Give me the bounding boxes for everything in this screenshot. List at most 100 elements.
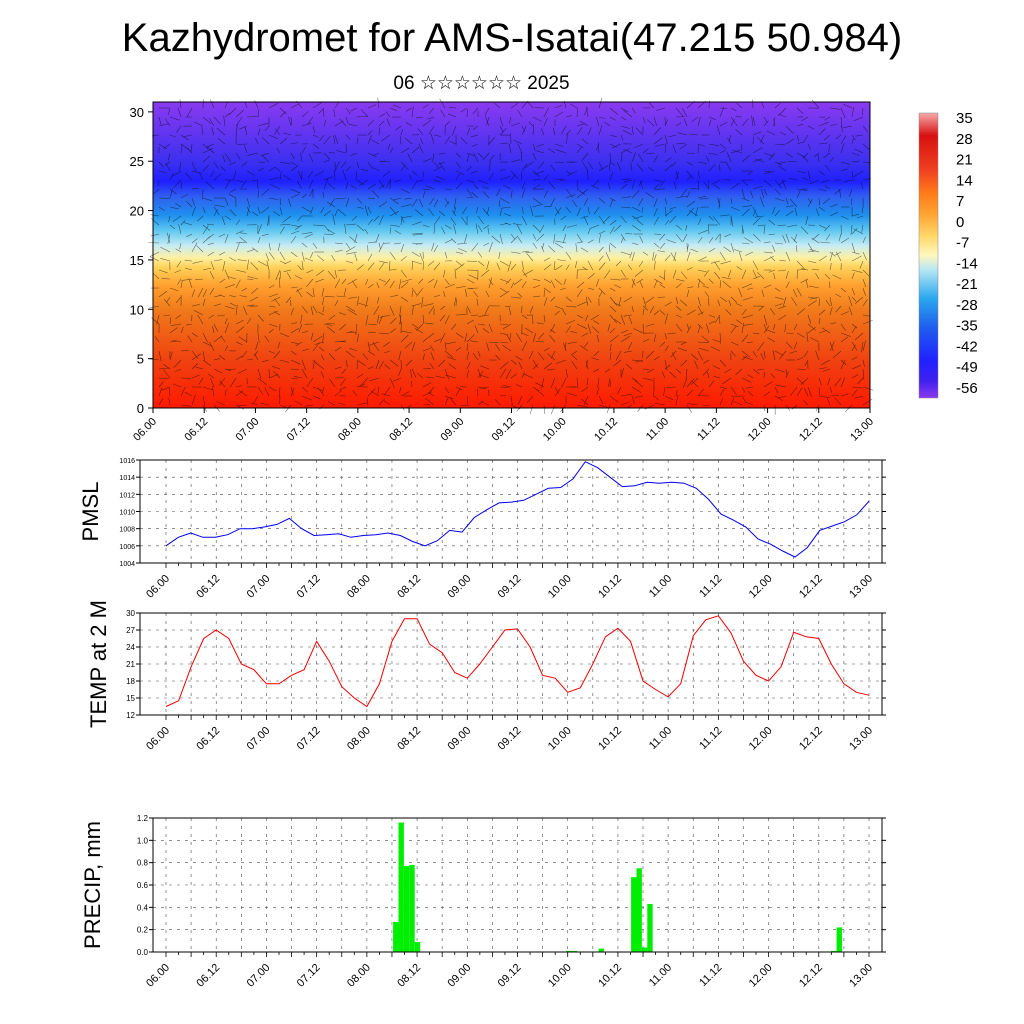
wind-vector <box>254 353 259 361</box>
wind-vector <box>565 264 570 271</box>
wind-vector <box>301 395 312 401</box>
wind-vector <box>840 332 851 337</box>
x-tick-label: 08.00 <box>345 573 373 601</box>
wind-vector <box>623 332 633 337</box>
wind-vector <box>283 132 292 136</box>
wind-vector <box>438 210 446 217</box>
wind-vector <box>367 183 376 190</box>
wind-vector <box>365 278 369 285</box>
wind-vector <box>685 368 688 379</box>
wind-vector <box>279 332 290 338</box>
wind-vector <box>418 143 424 154</box>
wind-vector <box>851 107 854 118</box>
wind-vector <box>180 181 182 190</box>
wind-vector <box>294 275 303 280</box>
wind-vector <box>565 115 572 118</box>
wind-vector <box>808 285 820 289</box>
wind-vector <box>367 241 377 244</box>
wind-vector <box>356 206 364 209</box>
wind-vector <box>455 173 460 181</box>
wind-vector <box>229 295 237 298</box>
wind-vector <box>521 182 525 190</box>
wind-vector <box>399 314 402 325</box>
wind-vector <box>563 342 567 352</box>
wind-vector <box>641 206 644 214</box>
wind-vector <box>172 215 182 223</box>
wind-vector <box>853 228 864 235</box>
x-tick-label: 10.00 <box>546 573 574 601</box>
wind-vector <box>609 314 617 324</box>
wind-vector <box>310 306 314 316</box>
wind-vector <box>507 260 512 272</box>
wind-vector <box>567 170 578 177</box>
wind-vector <box>229 209 237 217</box>
wind-vector <box>488 278 494 286</box>
wind-vector <box>516 384 523 388</box>
data-line <box>165 615 870 708</box>
wind-vector <box>361 377 369 386</box>
wind-vector <box>510 122 521 127</box>
wind-vector <box>213 303 222 307</box>
wind-vector <box>252 211 259 217</box>
precip-bar <box>631 877 637 952</box>
wind-vector <box>301 146 307 154</box>
wind-vector <box>860 182 864 190</box>
wind-vector <box>843 179 853 182</box>
wind-vector <box>543 174 549 181</box>
wind-vector <box>176 125 182 133</box>
wind-vector <box>422 260 424 271</box>
wind-vector <box>550 323 556 333</box>
wind-vector <box>416 179 424 182</box>
wind-vector <box>202 386 213 391</box>
wind-vector <box>653 216 660 226</box>
wind-vector <box>760 134 765 144</box>
wind-vector <box>532 359 539 369</box>
wind-vector <box>425 398 435 406</box>
wind-vector <box>576 179 579 189</box>
wind-vector <box>620 196 632 199</box>
wind-vector <box>778 269 787 272</box>
wind-vector <box>752 350 757 358</box>
wind-vector <box>158 170 168 174</box>
wind-vector <box>642 305 649 311</box>
wind-vector <box>796 123 804 127</box>
wind-vector <box>818 330 827 334</box>
wind-vector <box>840 168 848 172</box>
wind-vector <box>672 144 677 154</box>
wind-vector <box>703 359 710 364</box>
wind-vector <box>628 341 633 350</box>
wind-vector <box>820 179 831 184</box>
wind-vector <box>794 323 798 330</box>
wind-vector <box>202 155 210 163</box>
wind-vector <box>598 142 600 154</box>
wind-vector <box>443 269 446 278</box>
x-tick-label: 06.12 <box>194 725 222 753</box>
wind-vector <box>862 359 865 367</box>
wind-vector <box>832 274 842 280</box>
wind-vector <box>290 193 300 199</box>
wind-vector <box>399 305 402 317</box>
wind-vector <box>323 233 334 235</box>
wind-vector <box>358 302 369 307</box>
wind-vector <box>268 134 278 140</box>
wind-vector <box>607 182 611 190</box>
heatmap-field <box>153 102 870 408</box>
wind-vector <box>268 284 275 289</box>
wind-vector <box>585 314 589 322</box>
wind-vector <box>763 116 768 123</box>
wind-vector <box>653 395 660 401</box>
wind-vector <box>810 296 820 300</box>
x-tick-label: 06.00 <box>144 725 172 753</box>
wind-vector <box>851 344 856 352</box>
wind-vector <box>440 109 446 118</box>
wind-vector <box>323 159 331 163</box>
wind-vector <box>586 106 589 118</box>
wind-vector <box>818 386 821 395</box>
wind-vector <box>532 242 538 249</box>
wind-vector <box>532 363 539 370</box>
wind-vector <box>694 360 699 370</box>
wind-vector <box>686 161 693 166</box>
wind-vector <box>158 398 164 406</box>
wind-vector <box>745 401 754 406</box>
wind-vector <box>173 359 182 369</box>
